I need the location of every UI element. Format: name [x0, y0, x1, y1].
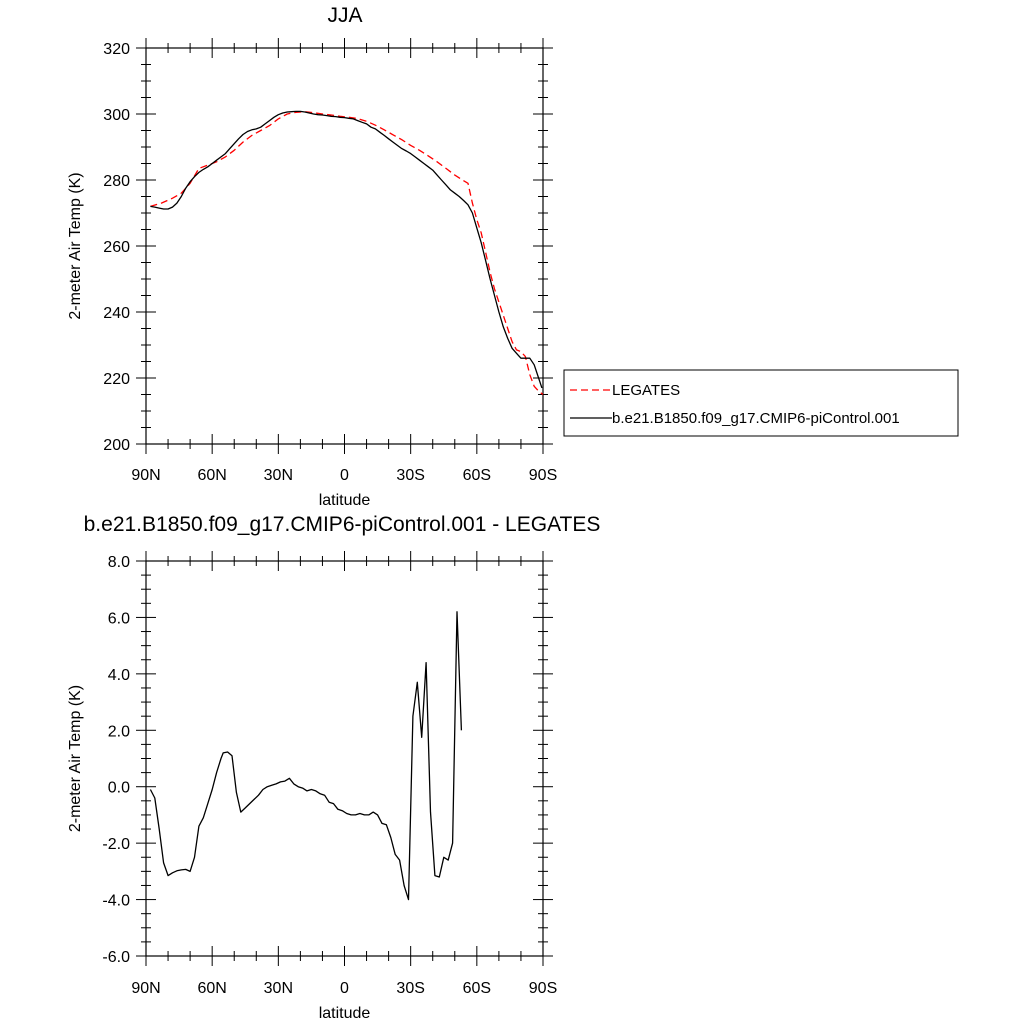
x-tick-label: 30N — [264, 980, 293, 997]
x-tick-label: 60N — [197, 467, 226, 484]
y-axis-label: 2-meter Air Temp (K) — [67, 685, 84, 832]
y-tick-label: 320 — [103, 41, 130, 58]
x-tick-label: 30S — [396, 467, 424, 484]
x-tick-label: 60S — [463, 467, 491, 484]
y-tick-label: 300 — [103, 107, 130, 124]
x-tick-label: 0 — [340, 980, 349, 997]
y-tick-label: 220 — [103, 371, 130, 388]
y-tick-label: 280 — [103, 173, 130, 190]
chart-title: JJA — [327, 4, 362, 27]
x-tick-label: 0 — [340, 467, 349, 484]
y-axis-label: 2-meter Air Temp (K) — [67, 172, 84, 319]
y-tick-label: 8.0 — [108, 554, 130, 571]
legend-label: LEGATES — [612, 382, 680, 399]
legend-label: b.e21.B1850.f09_g17.CMIP6-piControl.001 — [612, 410, 900, 427]
x-tick-label: 60N — [197, 980, 226, 997]
x-tick-label: 30N — [264, 467, 293, 484]
legend: LEGATES b.e21.B1850.f09_g17.CMIP6-piContr… — [563, 369, 959, 437]
x-tick-label: 90S — [529, 980, 557, 997]
plot-frame — [145, 47, 544, 445]
y-tick-label: -6.0 — [102, 949, 130, 966]
x-tick-label: 90N — [131, 980, 160, 997]
series-line-1 — [149, 611, 463, 901]
plot-frame — [145, 560, 544, 957]
y-tick-label: 200 — [103, 437, 130, 454]
y-tick-label: 4.0 — [108, 667, 130, 684]
y-tick-label: -4.0 — [102, 893, 130, 910]
x-tick-label: 90N — [131, 467, 160, 484]
y-tick-label: 260 — [103, 239, 130, 256]
y-tick-label: 0.0 — [108, 780, 130, 797]
x-axis-label: latitude — [319, 492, 371, 509]
x-tick-label: 60S — [463, 980, 491, 997]
x-tick-label: 90S — [529, 467, 557, 484]
legend-box — [563, 369, 959, 437]
y-tick-label: 240 — [103, 305, 130, 322]
y-tick-label: -2.0 — [102, 836, 130, 853]
x-axis-label: latitude — [319, 1005, 371, 1022]
chart-panel-2: b.e21.B1850.f09_g17.CMIP6-piControl.001 … — [67, 513, 600, 1022]
series-line-1 — [150, 111, 544, 396]
x-tick-label: 30S — [396, 980, 424, 997]
chart-panel-1: JJA 90N 60N 30N 0 30S 60S 90S 200 220 240 260 280 300… — [67, 4, 557, 509]
series-line-2 — [150, 110, 543, 389]
y-tick-label: 6.0 — [108, 610, 130, 627]
y-tick-label: 2.0 — [108, 723, 130, 740]
chart-title: b.e21.B1850.f09_g17.CMIP6-piControl.001 … — [84, 513, 601, 536]
